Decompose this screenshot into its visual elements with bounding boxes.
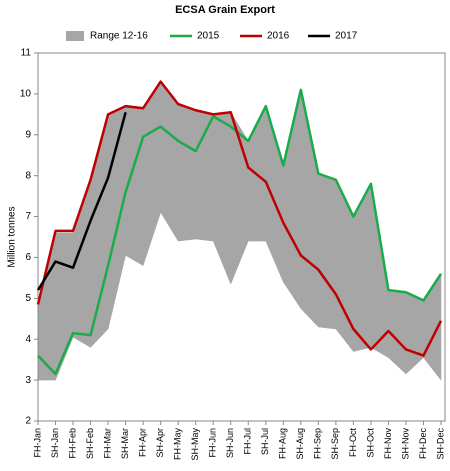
x-tick-label: SH-Sep (330, 428, 340, 460)
range-area (142, 80, 161, 266)
range-area (107, 105, 126, 330)
x-tick-label: FH-Jun (208, 428, 218, 458)
y-tick-label: 9 (25, 129, 31, 140)
x-tick-label: FH-Mar (102, 428, 112, 459)
range-area (195, 109, 214, 242)
x-tick-label: SH-Mar (120, 428, 130, 459)
series-line (36, 80, 443, 357)
x-tick-label: FH-Jul (243, 428, 253, 455)
range-area (212, 112, 231, 285)
y-tick-label: 4 (25, 334, 31, 345)
range-area (318, 173, 337, 330)
range-area (405, 291, 424, 375)
y-tick-label: 6 (25, 252, 31, 263)
x-tick-label: SH-Jan (50, 428, 60, 458)
x-tick-label: SH-Oct (365, 428, 375, 458)
y-tick-label: 8 (25, 170, 31, 181)
plot-frame (37, 52, 446, 422)
y-tick-label: 11 (21, 48, 32, 59)
x-tick-label: SH-Jul (260, 428, 270, 455)
series-line (36, 111, 127, 291)
chart-title: ECSA Grain Export (175, 4, 275, 16)
range-area (300, 89, 319, 328)
range-area (353, 183, 372, 352)
y-tick-label: 7 (25, 211, 31, 222)
legend-label: 2015 (197, 31, 220, 42)
x-tick-label: FH-Sep (313, 428, 323, 459)
legend-label: 2016 (267, 31, 290, 42)
x-tick-label: FH-Oct (348, 428, 358, 457)
x-tick-label: FH-Feb (67, 428, 77, 459)
legend-swatch (66, 31, 84, 41)
x-tick-label: FH-Nov (383, 428, 393, 459)
x-tick-label: FH-May (173, 428, 183, 460)
x-tick-label: SH-Nov (400, 428, 410, 460)
range-area (177, 103, 196, 242)
x-tick-label: SH-Dec (435, 428, 445, 460)
series-line (37, 88, 443, 376)
x-tick-label: FH-Dec (418, 428, 428, 459)
x-tick-label: SH-May (190, 428, 200, 461)
y-tick-label: 10 (20, 89, 32, 100)
y-tick-label: 3 (25, 375, 31, 386)
y-tick-label: 5 (25, 293, 31, 304)
x-tick-label: SH-Apr (155, 428, 165, 458)
y-axis-title: Million tonnes (7, 206, 18, 267)
x-tick-label: SH-Feb (85, 428, 95, 459)
x-tick-label: FH-Apr (138, 428, 148, 457)
x-tick-label: SH-Aug (295, 428, 305, 460)
range-area (55, 232, 74, 381)
y-tick-label: 2 (25, 416, 31, 427)
legend-label: 2017 (335, 31, 358, 42)
x-tick-label: FH-Aug (278, 428, 288, 459)
range-area (160, 80, 179, 242)
x-tick-label: FH-Jan (32, 428, 42, 458)
legend-label: Range 12-16 (90, 31, 148, 42)
x-tick-label: SH-Jun (225, 428, 235, 458)
